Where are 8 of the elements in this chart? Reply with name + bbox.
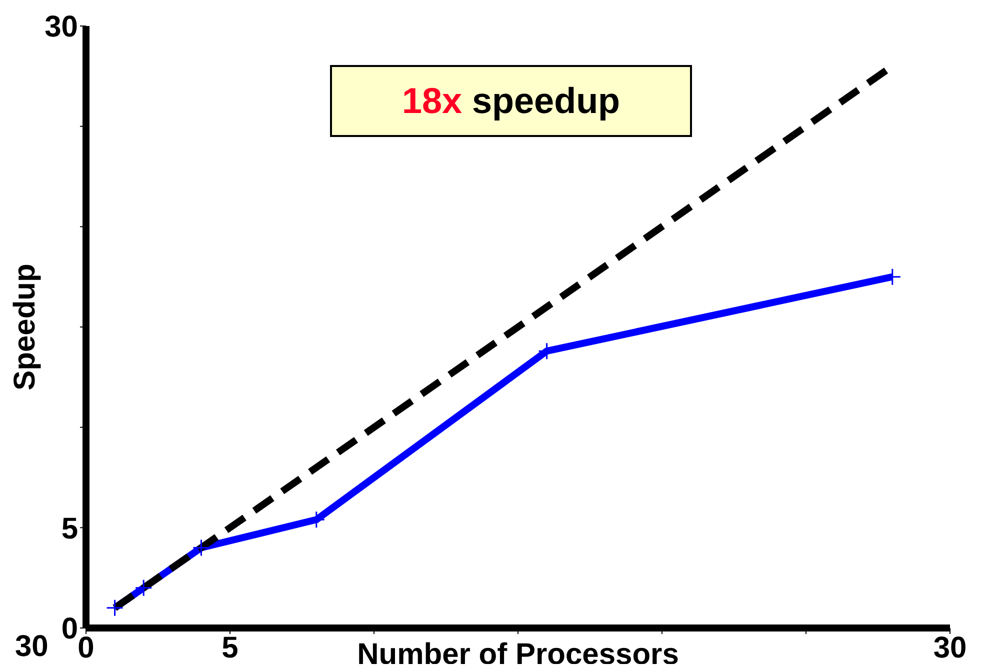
y-tick-label: 5 bbox=[61, 512, 78, 546]
annotation: 18x speedup bbox=[402, 80, 620, 122]
y-tick-label: 30 bbox=[44, 10, 78, 44]
y-axis-title: Speedup bbox=[8, 264, 42, 390]
x-tick-label: 5 bbox=[222, 631, 238, 664]
note-box: 18x speedup bbox=[330, 65, 692, 137]
x-axis-title: Number of Processors bbox=[357, 638, 679, 671]
x-tick-label: 30 bbox=[933, 631, 967, 664]
